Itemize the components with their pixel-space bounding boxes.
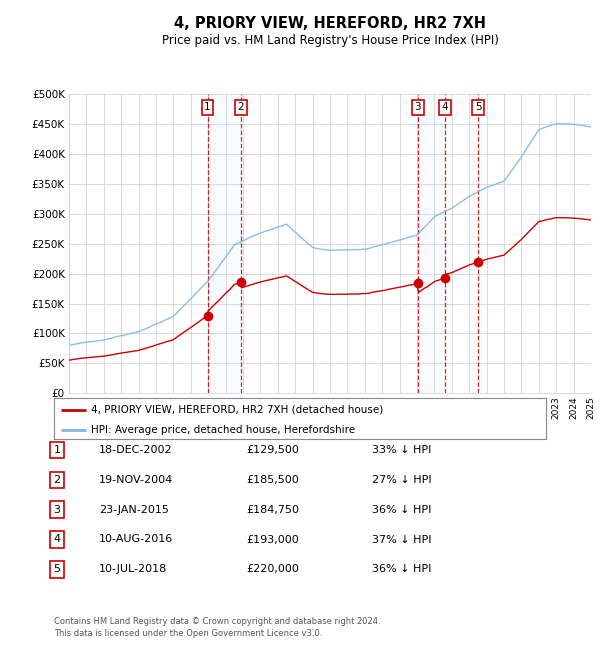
Text: 1: 1	[53, 445, 61, 455]
Text: 19-NOV-2004: 19-NOV-2004	[99, 474, 173, 485]
Text: 33% ↓ HPI: 33% ↓ HPI	[372, 445, 431, 455]
Text: Contains HM Land Registry data © Crown copyright and database right 2024.
This d: Contains HM Land Registry data © Crown c…	[54, 617, 380, 638]
Text: 36% ↓ HPI: 36% ↓ HPI	[372, 564, 431, 575]
Text: 4: 4	[53, 534, 61, 545]
Text: 4, PRIORY VIEW, HEREFORD, HR2 7XH: 4, PRIORY VIEW, HEREFORD, HR2 7XH	[174, 16, 486, 31]
Text: 37% ↓ HPI: 37% ↓ HPI	[372, 534, 431, 545]
Text: 36% ↓ HPI: 36% ↓ HPI	[372, 504, 431, 515]
Text: 5: 5	[53, 564, 61, 575]
Text: 4, PRIORY VIEW, HEREFORD, HR2 7XH (detached house): 4, PRIORY VIEW, HEREFORD, HR2 7XH (detac…	[91, 405, 383, 415]
Text: £129,500: £129,500	[246, 445, 299, 455]
Text: 27% ↓ HPI: 27% ↓ HPI	[372, 474, 431, 485]
Text: HPI: Average price, detached house, Herefordshire: HPI: Average price, detached house, Here…	[91, 425, 355, 435]
Text: 2: 2	[53, 474, 61, 485]
Text: 10-JUL-2018: 10-JUL-2018	[99, 564, 167, 575]
Text: 1: 1	[204, 103, 211, 112]
Text: 18-DEC-2002: 18-DEC-2002	[99, 445, 173, 455]
Text: £185,500: £185,500	[246, 474, 299, 485]
Text: 4: 4	[442, 103, 448, 112]
Text: 10-AUG-2016: 10-AUG-2016	[99, 534, 173, 545]
Text: 23-JAN-2015: 23-JAN-2015	[99, 504, 169, 515]
Text: Price paid vs. HM Land Registry's House Price Index (HPI): Price paid vs. HM Land Registry's House …	[161, 34, 499, 47]
Text: 5: 5	[475, 103, 482, 112]
Text: £184,750: £184,750	[246, 504, 299, 515]
Text: 2: 2	[238, 103, 244, 112]
Bar	[208, 94, 241, 393]
Text: £193,000: £193,000	[246, 534, 299, 545]
Text: £220,000: £220,000	[246, 564, 299, 575]
Text: 3: 3	[53, 504, 61, 515]
Bar	[418, 94, 445, 393]
Text: 3: 3	[415, 103, 421, 112]
